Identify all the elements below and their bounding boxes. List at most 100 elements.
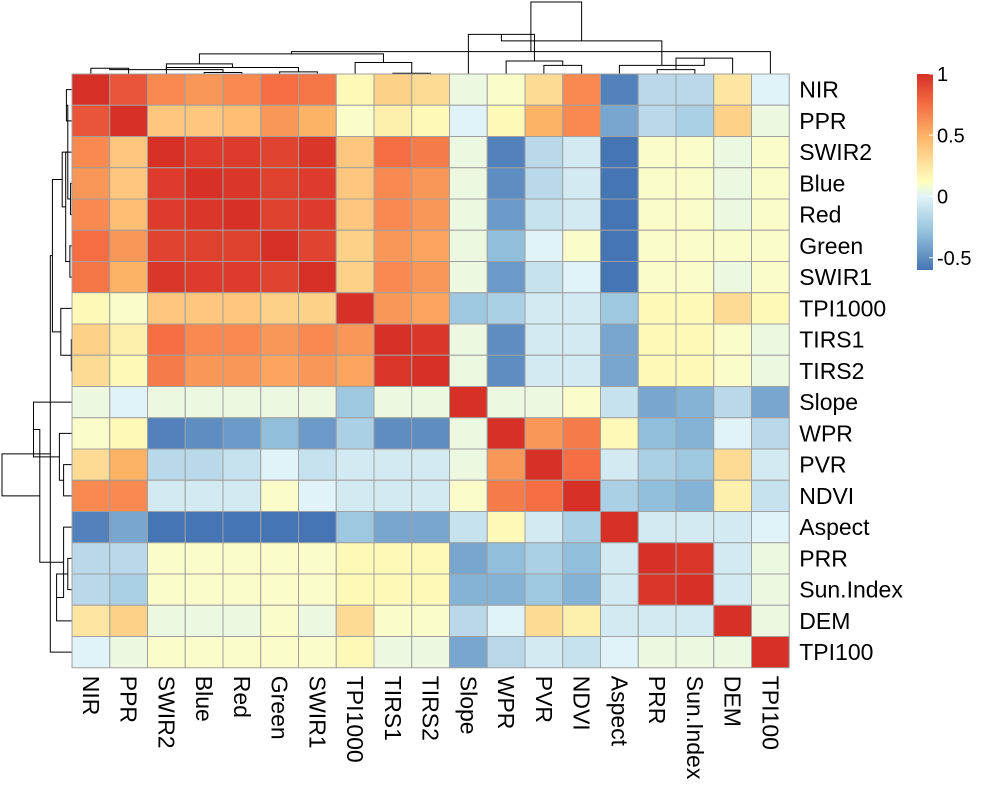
heatmap-cell: [373, 261, 413, 294]
heatmap-cell: [109, 261, 148, 294]
heatmap-cell: [713, 542, 752, 575]
heatmap-cell: [675, 104, 715, 137]
heatmap-cell: [184, 104, 224, 137]
heatmap-cell: [637, 104, 677, 137]
heatmap-cell: [675, 323, 715, 356]
heatmap-cell: [449, 386, 488, 419]
heatmap-cell: [449, 73, 488, 106]
row-label: PRR: [799, 545, 848, 571]
heatmap-cell: [486, 73, 526, 106]
column-label: Red: [229, 676, 255, 718]
dendrogram-branch: [354, 61, 413, 74]
heatmap-cell: [524, 511, 564, 544]
heatmap-cell: [524, 136, 564, 169]
heatmap-cell: [373, 542, 413, 575]
heatmap-cell: [335, 104, 375, 137]
heatmap-cell: [637, 323, 677, 356]
heatmap-cell: [260, 448, 299, 481]
column-label: PRR: [644, 676, 670, 725]
heatmap-cell: [411, 386, 450, 419]
heatmap-cell: [562, 354, 601, 387]
heatmap-cell: [373, 167, 413, 200]
colorbar: [917, 74, 933, 270]
heatmap-cell: [675, 448, 715, 481]
heatmap-cell: [675, 261, 715, 294]
column-label: NDVI: [569, 676, 595, 731]
heatmap-cell: [675, 386, 715, 419]
heatmap-cell: [184, 292, 224, 325]
heatmap-cell: [637, 511, 677, 544]
heatmap-cell: [713, 636, 752, 669]
heatmap-cell: [222, 542, 262, 575]
heatmap-cell: [675, 136, 715, 169]
heatmap-cell: [71, 479, 111, 512]
heatmap-cell: [486, 573, 526, 606]
heatmap-cell: [260, 542, 299, 575]
heatmap-cell: [675, 542, 715, 575]
heatmap-cell: [184, 604, 224, 637]
heatmap-cell: [373, 73, 413, 106]
heatmap-cell: [562, 573, 601, 606]
heatmap-cell: [486, 261, 526, 294]
heatmap-cell: [600, 636, 639, 669]
column-label: PPR: [116, 676, 142, 723]
heatmap-cell: [449, 417, 488, 450]
heatmap-cell: [600, 198, 639, 231]
heatmap-cell: [335, 479, 375, 512]
heatmap-cell: [109, 104, 148, 137]
heatmap-cell: [373, 448, 413, 481]
heatmap-cell: [109, 636, 148, 669]
heatmap-cell: [637, 73, 677, 106]
heatmap-cell: [260, 292, 299, 325]
heatmap-cell: [335, 292, 375, 325]
heatmap-cell: [298, 261, 337, 294]
column-label: DEM: [720, 676, 746, 727]
heatmap-cell: [260, 136, 299, 169]
heatmap-cell: [600, 604, 639, 637]
dendrogram-branch: [543, 64, 583, 74]
heatmap-cell: [524, 604, 564, 637]
heatmap-cell: [411, 167, 450, 200]
heatmap-cell: [411, 198, 450, 231]
heatmap-cell: [713, 229, 752, 262]
heatmap-cell: [71, 229, 111, 262]
heatmap-cell: [637, 573, 677, 606]
heatmap-cell: [411, 636, 450, 669]
heatmap-cell: [524, 167, 564, 200]
heatmap-cell: [600, 323, 639, 356]
heatmap-cell: [109, 292, 148, 325]
row-label: WPR: [799, 420, 853, 446]
heatmap-cell: [184, 417, 224, 450]
heatmap-cell: [147, 104, 186, 137]
heatmap-cell: [109, 198, 148, 231]
column-label: WPR: [493, 676, 519, 730]
dendrogram-branch: [67, 557, 72, 591]
heatmap-cell: [373, 104, 413, 137]
heatmap-cell: [109, 573, 148, 606]
heatmap-cell: [637, 198, 677, 231]
heatmap-cell: [298, 417, 337, 450]
heatmap-cell: [524, 292, 564, 325]
heatmap-cell: [260, 636, 299, 669]
heatmap-cell: [260, 73, 299, 106]
heatmap-cell: [222, 136, 262, 169]
heatmap-cell: [147, 511, 186, 544]
column-label: TIRS2: [418, 676, 444, 741]
heatmap-cell: [675, 167, 715, 200]
heatmap-cell: [449, 448, 488, 481]
heatmap-cell: [411, 542, 450, 575]
heatmap-cells: [71, 73, 790, 669]
heatmap-cell: [298, 354, 337, 387]
heatmap-cell: [109, 167, 148, 200]
heatmap-cell: [184, 323, 224, 356]
row-label: SWIR2: [799, 139, 872, 165]
heatmap-cell: [751, 448, 790, 481]
heatmap-cell: [298, 573, 337, 606]
heatmap-cell: [486, 292, 526, 325]
heatmap-cell: [486, 104, 526, 137]
heatmap-cell: [71, 386, 111, 419]
heatmap-cell: [637, 136, 677, 169]
heatmap-cell: [222, 261, 262, 294]
heatmap-cell: [411, 229, 450, 262]
